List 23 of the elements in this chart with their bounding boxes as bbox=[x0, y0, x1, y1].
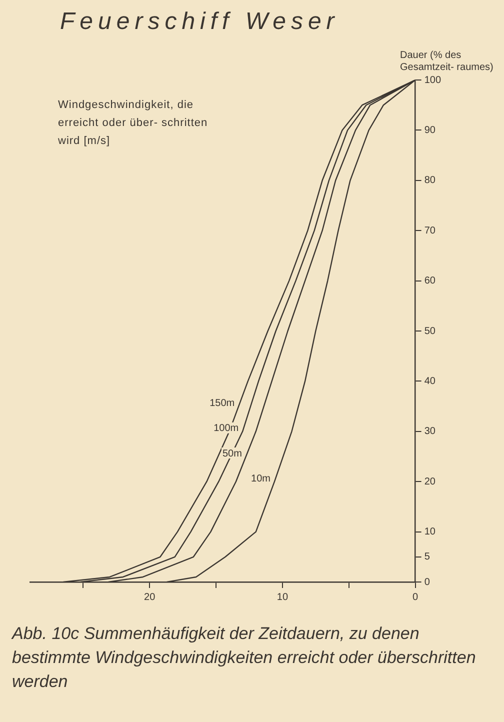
y-tick-label: 20 bbox=[424, 476, 436, 488]
series-label: 150m bbox=[210, 398, 235, 410]
y-tick-label: 30 bbox=[424, 426, 436, 438]
y-axis-title: Dauer (% des Gesamtzeit- raumes) bbox=[400, 50, 494, 74]
x-tick-label: 20 bbox=[144, 592, 156, 603]
y-tick-label: 10 bbox=[424, 526, 436, 538]
y-tick-label: 0 bbox=[424, 576, 430, 588]
y-tick-label: 60 bbox=[424, 276, 436, 287]
series-label: 50m bbox=[222, 448, 242, 460]
series-label: 10m bbox=[251, 473, 270, 484]
chart-title: Feuerschiff Weser bbox=[60, 8, 340, 36]
y-tick-label: 40 bbox=[424, 376, 436, 387]
x-tick-label: 0 bbox=[412, 592, 419, 603]
y-tick-label: 5 bbox=[424, 552, 430, 563]
y-tick-label: 90 bbox=[424, 124, 436, 136]
series-label: 100m bbox=[214, 423, 239, 434]
caption: Abb. 10c Summenhäufigkeit der Zeitdauern, zu denen bestimmte Windgeschwindigkeiten erreicht oder überschritten werden bbox=[12, 623, 477, 693]
y-tick-label: 70 bbox=[424, 225, 436, 236]
y-tick-label: 50 bbox=[424, 326, 436, 337]
y-tick-label: 100 bbox=[424, 74, 442, 86]
x-axis-title: Windgeschwindigkeit, die erreicht oder über- schritten wird [m/s] bbox=[58, 98, 209, 149]
y-tick-label: 80 bbox=[424, 175, 436, 186]
x-tick-label: 10 bbox=[276, 592, 288, 603]
